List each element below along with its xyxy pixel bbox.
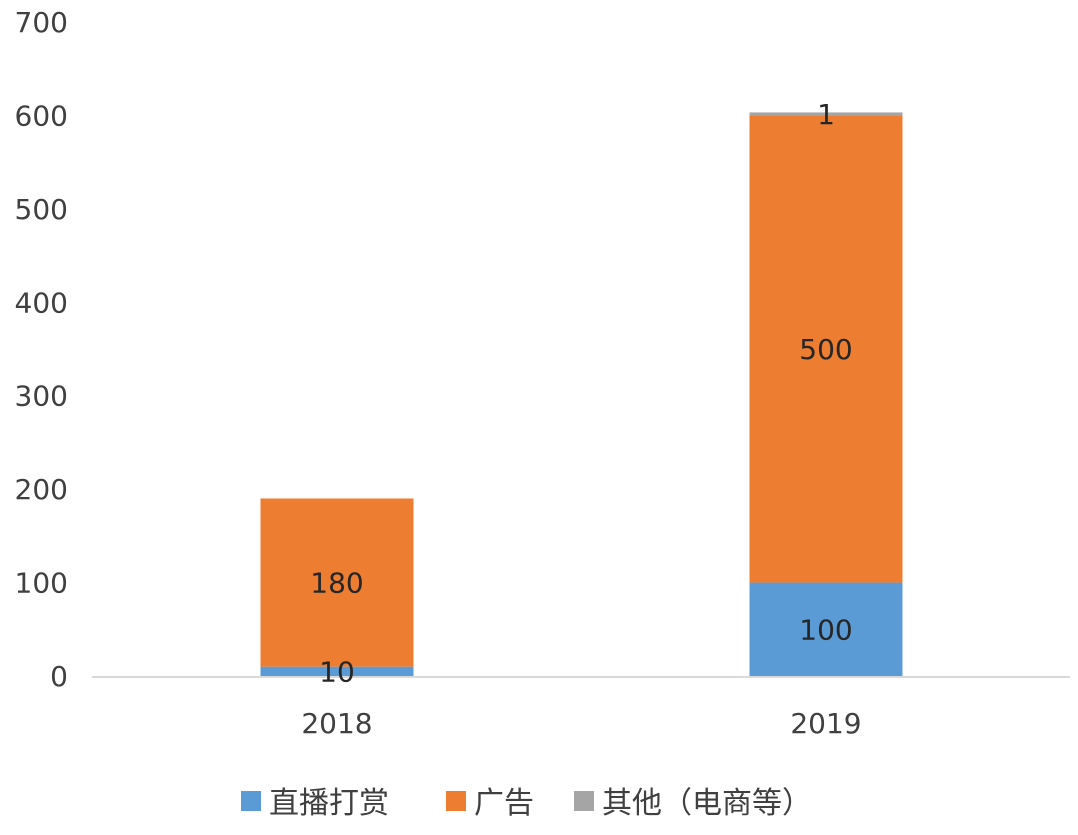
data-label-2018-1: 10 [319,655,355,688]
x-category-label-2019: 2019 [790,707,861,740]
y-tick-label: 200 [15,473,68,506]
y-tick-label: 300 [15,380,68,413]
bar-segment-2018-1 [260,666,414,676]
legend: 直播打赏 广告 其他（电商等） [241,786,812,821]
x-axis-category-labels: 2018 2019 [301,707,861,740]
legend-swatch-1 [241,791,261,811]
bar-segment-2019-2 [749,115,903,583]
bar-segment-2019-3 [749,112,903,116]
legend-label-1: 直播打赏 [269,786,389,821]
y-tick-label: 400 [15,286,68,319]
y-axis-tick-labels: 0 100 200 300 400 500 600 700 [15,6,68,693]
bars [260,112,903,676]
legend-swatch-2 [446,791,466,811]
y-tick-label: 700 [15,6,68,39]
y-tick-label: 600 [15,99,68,132]
data-label-2018-2: 180 [310,567,363,600]
legend-label-3: 其他（电商等） [602,786,812,821]
data-label-2019-3: 1 [817,98,835,131]
bar-segment-2018-2 [260,498,414,667]
data-labels: 10 180 100 500 1 [310,98,852,688]
y-tick-label: 0 [50,660,68,693]
data-label-2019-1: 100 [799,613,852,646]
legend-label-2: 广告 [474,786,534,821]
data-label-2019-2: 500 [799,333,852,366]
y-tick-label: 100 [15,567,68,600]
y-tick-label: 500 [15,193,68,226]
bar-segment-2019-1 [749,582,903,676]
legend-swatch-3 [574,791,594,811]
x-category-label-2018: 2018 [301,707,372,740]
